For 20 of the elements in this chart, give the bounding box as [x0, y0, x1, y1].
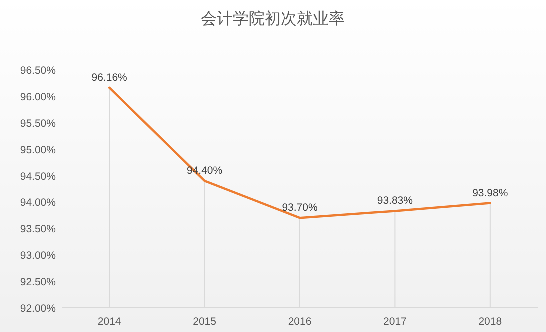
x-tick-label: 2017 — [384, 316, 408, 328]
x-tick-label: 2015 — [193, 316, 217, 328]
data-label: 93.83% — [377, 195, 414, 208]
y-tick-label: 96.50% — [20, 65, 56, 77]
data-label: 96.16% — [92, 72, 128, 84]
y-tick-label: 93.50% — [20, 224, 56, 236]
y-tick-label: 95.50% — [20, 118, 56, 130]
y-tick-label: 95.00% — [20, 144, 56, 156]
y-tick-label: 94.00% — [20, 197, 56, 210]
y-tick-label: 92.50% — [20, 276, 56, 289]
data-label: 93.98% — [472, 187, 508, 200]
data-label: 93.70% — [282, 202, 318, 214]
y-tick-label: 96.00% — [20, 91, 56, 104]
x-tick-label: 2018 — [478, 316, 502, 328]
x-tick-label: 2014 — [98, 316, 122, 328]
y-tick-label: 92.00% — [20, 303, 56, 315]
chart-title: 会计学院初次就业率 — [201, 10, 345, 28]
y-tick-label: 94.50% — [20, 170, 56, 183]
y-tick-label: 93.00% — [20, 250, 56, 262]
x-tick-label: 2016 — [288, 316, 312, 328]
